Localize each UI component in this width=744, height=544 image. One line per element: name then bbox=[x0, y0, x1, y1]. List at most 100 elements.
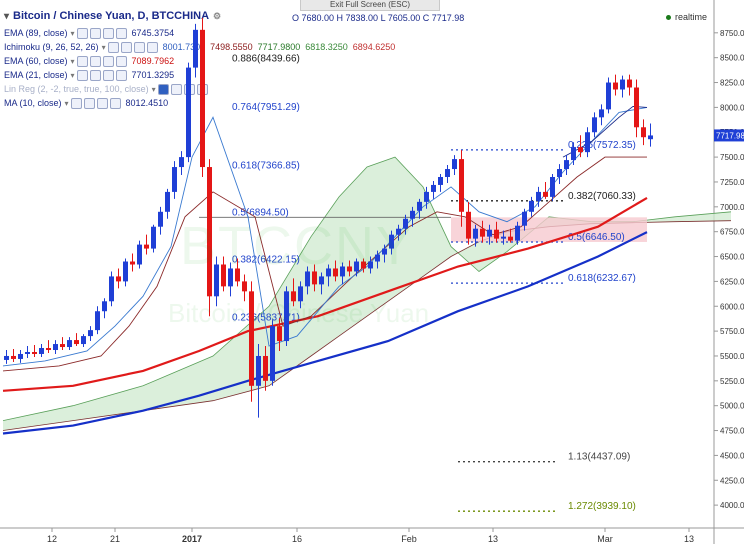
time-tick-label: 13 bbox=[488, 534, 498, 544]
candle-body bbox=[228, 268, 233, 287]
close-icon[interactable] bbox=[102, 55, 114, 67]
settings-icon[interactable] bbox=[120, 41, 132, 53]
indicator-name: EMA (21, close) bbox=[4, 70, 68, 80]
indicator-row[interactable]: EMA (60, close) ▾ 7089.7962 bbox=[0, 54, 174, 68]
candle-body bbox=[81, 336, 86, 345]
fib-level-label: 0.618(6232.67) bbox=[568, 273, 636, 284]
candle-body bbox=[165, 191, 170, 212]
eye-icon[interactable] bbox=[76, 55, 88, 67]
close-icon[interactable] bbox=[96, 97, 108, 109]
chevron-down-icon[interactable]: ▾ bbox=[70, 70, 75, 80]
realtime-dot-icon bbox=[666, 14, 671, 20]
indicator-name: MA (10, close) bbox=[4, 98, 62, 108]
time-tick-label: 16 bbox=[292, 534, 302, 544]
indicator-value: 6818.3250 bbox=[305, 42, 348, 52]
candle-body bbox=[235, 268, 240, 282]
candle-body bbox=[130, 261, 135, 265]
price-tick-label: 6000.0 bbox=[720, 302, 744, 311]
indicator-row[interactable]: Ichimoku (9, 26, 52, 26) ▾ 8001.7300 7498.5… bbox=[0, 40, 395, 54]
candle-body bbox=[522, 211, 527, 226]
more-icon[interactable] bbox=[115, 55, 127, 67]
eye-icon[interactable] bbox=[107, 41, 119, 53]
close-icon[interactable] bbox=[102, 27, 114, 39]
indicator-value: 6894.6250 bbox=[352, 42, 396, 52]
settings-icon[interactable] bbox=[89, 55, 101, 67]
candle-body bbox=[606, 82, 611, 110]
indicator-name: Ichimoku (9, 26, 52, 26) bbox=[4, 42, 99, 52]
candle-body bbox=[186, 67, 191, 158]
price-tick-label: 7250.0 bbox=[720, 178, 744, 187]
more-icon[interactable] bbox=[115, 27, 127, 39]
candle-body bbox=[32, 351, 37, 354]
settings-icon[interactable]: ⚙ bbox=[213, 10, 222, 21]
chevron-down-icon[interactable]: ▾ bbox=[64, 98, 69, 108]
indicator-value: 7701.3295 bbox=[131, 70, 175, 80]
indicator-row[interactable]: MA (10, close) ▾ 8012.4510 bbox=[0, 96, 168, 110]
chevron-down-icon[interactable]: ▾ bbox=[151, 84, 156, 94]
chevron-down-icon[interactable]: ▾ bbox=[70, 28, 75, 38]
candle-body bbox=[529, 200, 534, 212]
collapse-icon[interactable]: ▾ bbox=[4, 10, 10, 22]
candle-body bbox=[536, 191, 541, 201]
more-icon[interactable] bbox=[115, 69, 127, 81]
chevron-down-icon[interactable]: ▾ bbox=[101, 42, 106, 52]
candle-body bbox=[305, 271, 310, 287]
price-tick-label: 4500.0 bbox=[720, 451, 744, 460]
time-tick-label: Mar bbox=[597, 534, 613, 544]
eye-icon[interactable] bbox=[157, 83, 169, 95]
candle-body bbox=[543, 191, 548, 197]
candle-body bbox=[326, 268, 331, 277]
candle-body bbox=[284, 291, 289, 342]
candle-body bbox=[270, 326, 275, 381]
candle-body bbox=[67, 340, 72, 348]
more-icon[interactable] bbox=[146, 41, 158, 53]
candle-body bbox=[501, 236, 506, 239]
indicator-row[interactable]: EMA (21, close) ▾ 7701.3295 bbox=[0, 68, 174, 82]
settings-icon[interactable] bbox=[89, 27, 101, 39]
chevron-down-icon[interactable]: ▾ bbox=[70, 56, 75, 66]
fib-level-label: 0.5(6646.50) bbox=[568, 232, 625, 243]
candle-body bbox=[431, 184, 436, 192]
fib-level-label: 0.764(7951.29) bbox=[232, 102, 300, 113]
price-tick-label: 8000.0 bbox=[720, 103, 744, 112]
symbol-title: Bitcoin / Chinese Yuan, D, BTCCHINA bbox=[13, 10, 210, 22]
indicator-value: 8001.7300 bbox=[162, 42, 206, 52]
eye-icon[interactable] bbox=[76, 27, 88, 39]
time-tick-label: 12 bbox=[47, 534, 57, 544]
close-icon[interactable] bbox=[133, 41, 145, 53]
candle-body bbox=[627, 79, 632, 88]
candle-body bbox=[361, 261, 366, 269]
indicator-value: 7089.7962 bbox=[131, 56, 175, 66]
eye-icon[interactable] bbox=[70, 97, 82, 109]
candle-body bbox=[340, 266, 345, 277]
candle-body bbox=[277, 326, 282, 342]
more-icon[interactable] bbox=[109, 97, 121, 109]
candle-body bbox=[172, 167, 177, 192]
indicator-name: EMA (89, close) bbox=[4, 28, 68, 38]
close-icon[interactable] bbox=[102, 69, 114, 81]
price-tick-label: 8750.0 bbox=[720, 29, 744, 38]
fib-level-label: 0.886(8439.66) bbox=[232, 54, 300, 65]
candle-body bbox=[298, 286, 303, 302]
candle-body bbox=[634, 87, 639, 128]
exit-fullscreen-button[interactable]: Exit Full Screen (ESC) bbox=[300, 0, 440, 11]
candle-body bbox=[620, 79, 625, 90]
watermark-subtitle: Bitcoin / Chinese Yuan bbox=[168, 298, 429, 328]
settings-icon[interactable] bbox=[170, 83, 182, 95]
settings-icon[interactable] bbox=[89, 69, 101, 81]
eye-icon[interactable] bbox=[76, 69, 88, 81]
candle-body bbox=[473, 228, 478, 239]
candle-body bbox=[487, 229, 492, 237]
candle-body bbox=[375, 254, 380, 262]
candle-body bbox=[291, 291, 296, 302]
realtime-indicator[interactable]: realtime bbox=[666, 12, 707, 22]
indicator-value: 8012.4510 bbox=[125, 98, 169, 108]
price-tick-label: 7500.0 bbox=[720, 153, 744, 162]
indicator-row[interactable]: EMA (89, close) ▾ 6745.3754 bbox=[0, 26, 174, 40]
candle-body bbox=[109, 276, 114, 302]
candle-body bbox=[214, 264, 219, 297]
settings-icon[interactable] bbox=[83, 97, 95, 109]
candle-body bbox=[88, 330, 93, 337]
candle-body bbox=[445, 169, 450, 177]
